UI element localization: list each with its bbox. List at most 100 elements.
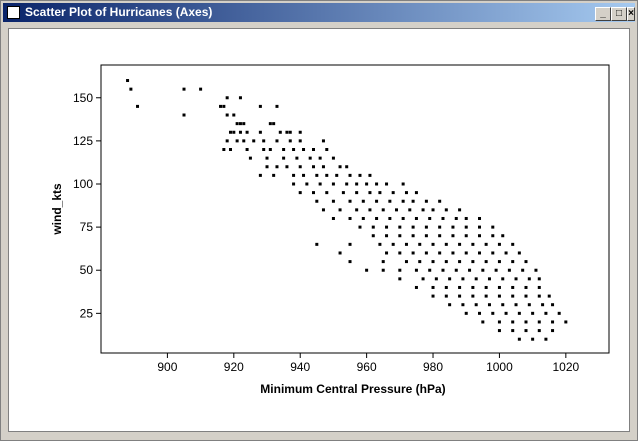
point bbox=[126, 79, 130, 83]
point bbox=[345, 182, 349, 186]
point bbox=[368, 191, 372, 195]
point bbox=[325, 148, 329, 152]
point bbox=[268, 122, 272, 126]
point bbox=[288, 139, 292, 143]
y-tick-label: 75 bbox=[80, 220, 94, 234]
point bbox=[408, 208, 412, 212]
point bbox=[544, 337, 548, 341]
x-tick-label: 1000 bbox=[486, 360, 513, 374]
point bbox=[461, 277, 465, 281]
point bbox=[321, 208, 325, 212]
point bbox=[431, 285, 435, 289]
point bbox=[338, 251, 342, 255]
point bbox=[348, 173, 352, 177]
point bbox=[521, 268, 525, 272]
point bbox=[398, 251, 402, 255]
point bbox=[517, 251, 521, 255]
point bbox=[285, 130, 289, 134]
point bbox=[371, 225, 375, 229]
point bbox=[315, 242, 319, 246]
point bbox=[537, 329, 541, 333]
maximize-button[interactable]: □ bbox=[611, 7, 627, 21]
point bbox=[219, 104, 223, 108]
x-tick-label: 920 bbox=[224, 360, 244, 374]
point bbox=[321, 139, 325, 143]
point bbox=[424, 251, 428, 255]
point bbox=[248, 156, 252, 160]
point bbox=[421, 208, 425, 212]
point bbox=[458, 294, 462, 298]
point bbox=[414, 191, 418, 195]
point bbox=[514, 277, 518, 281]
point bbox=[428, 268, 432, 272]
point bbox=[537, 294, 541, 298]
point bbox=[345, 165, 349, 169]
point bbox=[454, 268, 458, 272]
y-tick-label: 125 bbox=[73, 134, 93, 148]
point bbox=[275, 104, 279, 108]
point bbox=[298, 139, 302, 143]
point bbox=[478, 216, 482, 220]
point bbox=[414, 216, 418, 220]
point bbox=[534, 268, 538, 272]
point bbox=[491, 225, 495, 229]
point bbox=[311, 148, 315, 152]
point bbox=[348, 242, 352, 246]
point bbox=[487, 277, 491, 281]
point bbox=[232, 130, 236, 134]
point bbox=[458, 208, 462, 212]
point bbox=[401, 216, 405, 220]
point bbox=[478, 225, 482, 229]
point bbox=[388, 216, 392, 220]
point bbox=[258, 173, 262, 177]
point bbox=[511, 242, 515, 246]
point bbox=[474, 303, 478, 307]
point bbox=[335, 173, 339, 177]
point bbox=[404, 260, 408, 264]
point bbox=[395, 208, 399, 212]
point bbox=[478, 234, 482, 238]
point bbox=[481, 320, 485, 324]
plot-frame bbox=[100, 64, 610, 354]
point bbox=[238, 122, 242, 126]
point bbox=[368, 173, 372, 177]
window-icon bbox=[7, 6, 20, 19]
point bbox=[302, 173, 306, 177]
point bbox=[318, 182, 322, 186]
point bbox=[531, 337, 535, 341]
point bbox=[331, 156, 335, 160]
point bbox=[228, 130, 232, 134]
point bbox=[378, 191, 382, 195]
minimize-button[interactable]: _ bbox=[595, 7, 611, 21]
point bbox=[385, 234, 389, 238]
point bbox=[557, 311, 561, 315]
point bbox=[497, 329, 501, 333]
close-button[interactable]: × bbox=[627, 7, 635, 21]
title-bar: Scatter Plot of Hurricanes (Axes) _ □ × bbox=[3, 3, 635, 22]
point bbox=[222, 104, 226, 108]
point bbox=[308, 156, 312, 160]
point bbox=[451, 251, 455, 255]
x-tick-label: 900 bbox=[157, 360, 177, 374]
chart: Minimum Central Pressure (hPa) wind_kts … bbox=[8, 28, 630, 432]
point bbox=[448, 303, 452, 307]
point bbox=[275, 139, 279, 143]
point bbox=[517, 337, 521, 341]
point bbox=[381, 260, 385, 264]
point bbox=[222, 148, 226, 152]
point bbox=[348, 216, 352, 220]
point bbox=[129, 87, 133, 91]
point bbox=[484, 242, 488, 246]
point bbox=[451, 225, 455, 229]
point bbox=[341, 191, 345, 195]
point bbox=[524, 285, 528, 289]
point bbox=[265, 165, 269, 169]
point bbox=[375, 216, 379, 220]
point bbox=[355, 191, 359, 195]
point bbox=[444, 294, 448, 298]
point bbox=[551, 329, 555, 333]
point bbox=[228, 148, 232, 152]
point bbox=[411, 199, 415, 203]
point bbox=[444, 242, 448, 246]
point bbox=[444, 208, 448, 212]
